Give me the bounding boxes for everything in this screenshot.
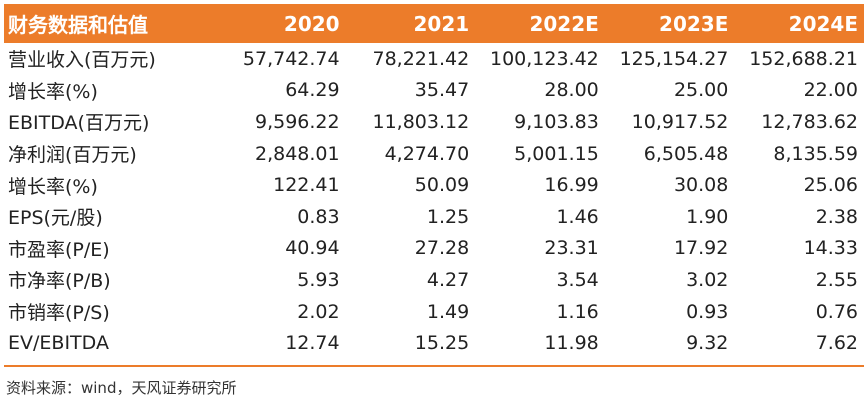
row-label: 市盈率(P/E)	[8, 238, 110, 261]
table-cell: 1.90	[686, 205, 729, 228]
table-cell: 0.83	[297, 205, 340, 228]
table-cell: 152,688.21	[749, 47, 858, 70]
table-row: EBITDA(百万元) 9,596.22 11,803.12 9,103.83 10,9…	[4, 106, 864, 138]
table-cell: 100,123.42	[489, 47, 599, 70]
table-cell: 11,803.12	[372, 110, 470, 133]
table-cell: 50.09	[414, 174, 470, 197]
table-cell: 2.38	[815, 205, 858, 228]
row-label: 市销率(P/S)	[8, 302, 110, 325]
table-cell: 25.00	[673, 79, 729, 102]
table-cell: 122.41	[273, 174, 340, 197]
table-cell: 1.16	[556, 300, 599, 323]
table-cell: 27.28	[414, 237, 470, 260]
table-cell: 2,848.01	[254, 142, 340, 165]
table-row: 市盈率(P/E) 40.94 27.28 23.31 17.92 14.33	[4, 233, 864, 265]
table-cell: 7.62	[815, 332, 858, 355]
row-label: 净利润(百万元)	[8, 144, 137, 167]
table-cell: 30.08	[673, 174, 729, 197]
table-cell: 23.31	[544, 237, 599, 260]
table-row: 增长率(%) 122.41 50.09 16.99 30.08 25.06	[4, 169, 864, 201]
table-header-row: 财务数据和估值 2020 2021 2022E 2023E 2024E	[4, 4, 864, 43]
table-cell: 9,596.22	[254, 110, 340, 133]
table-cell: 1.46	[556, 205, 599, 228]
table-cell: 5.93	[297, 268, 340, 291]
row-label: EPS(元/股)	[8, 207, 103, 230]
table-body: 营业收入(百万元) 57,742.74 78,221.42 100,123.42 125…	[4, 43, 864, 359]
bottom-rule	[4, 365, 864, 367]
table-cell: 0.93	[686, 300, 729, 323]
table-cell: 6,505.48	[643, 142, 729, 165]
table-cell: 64.29	[285, 79, 340, 102]
table-cell: 17.92	[673, 237, 729, 260]
table-cell: 35.47	[414, 79, 470, 102]
year-header-2024e: 2024E	[788, 11, 858, 36]
table-cell: 1.25	[426, 205, 470, 228]
table-cell: 14.33	[803, 237, 858, 260]
financial-valuation-table: 财务数据和估值 2020 2021 2022E 2023E 2024E 营业收入…	[4, 4, 864, 359]
table-cell: 28.00	[544, 79, 599, 102]
table-cell: 8,135.59	[773, 142, 858, 165]
table-cell: 25.06	[803, 174, 858, 197]
table-cell: 9,103.83	[514, 110, 599, 133]
table-cell: 4.27	[426, 268, 470, 291]
table-cell: 22.00	[803, 79, 858, 102]
row-label: EBITDA(百万元)	[8, 112, 150, 135]
table-cell: 78,221.42	[372, 47, 470, 70]
year-header-2023e: 2023E	[659, 11, 729, 36]
table-cell: 10,917.52	[631, 110, 729, 133]
year-header-2022e: 2022E	[529, 11, 599, 36]
year-header-2021: 2021	[413, 11, 470, 36]
table-cell: 4,274.70	[384, 142, 470, 165]
year-header-2020: 2020	[283, 11, 340, 36]
row-label: EV/EBITDA	[8, 332, 109, 355]
row-label: 增长率(%)	[8, 80, 98, 103]
row-label: 市净率(P/B)	[8, 270, 111, 293]
table-cell: 11.98	[544, 332, 599, 355]
row-label: 营业收入(百万元)	[8, 49, 156, 72]
table-cell: 0.76	[815, 300, 858, 323]
table-cell: 1.49	[426, 300, 470, 323]
table-cell: 12.74	[285, 332, 340, 355]
source-note: 资料来源：wind，天风证券研究所	[6, 379, 237, 397]
table-row: 净利润(百万元) 2,848.01 4,274.70 5,001.15 6,505.48…	[4, 138, 864, 170]
table-cell: 125,154.27	[619, 47, 729, 70]
table-row: 市销率(P/S) 2.02 1.49 1.16 0.93 0.76	[4, 296, 864, 328]
table-cell: 3.54	[556, 268, 599, 291]
table-cell: 16.99	[544, 174, 599, 197]
table-cell: 57,742.74	[242, 47, 340, 70]
row-label: 增长率(%)	[8, 175, 98, 198]
table-row: 增长率(%) 64.29 35.47 28.00 25.00 22.00	[4, 75, 864, 107]
table-cell: 9.32	[686, 332, 729, 355]
table-cell: 40.94	[285, 237, 340, 260]
table-row: EPS(元/股) 0.83 1.25 1.46 1.90 2.38	[4, 201, 864, 233]
header-label: 财务数据和估值	[8, 13, 148, 37]
financial-table-container: 财务数据和估值 2020 2021 2022E 2023E 2024E 营业收入…	[4, 4, 864, 359]
table-cell: 12,783.62	[761, 110, 858, 133]
table-cell: 3.02	[686, 268, 729, 291]
table-cell: 15.25	[414, 332, 470, 355]
table-cell: 5,001.15	[514, 142, 599, 165]
table-row: 营业收入(百万元) 57,742.74 78,221.42 100,123.42 125…	[4, 43, 864, 75]
table-row: 市净率(P/B) 5.93 4.27 3.54 3.02 2.55	[4, 264, 864, 296]
table-cell: 2.02	[297, 300, 340, 323]
table-row: EV/EBITDA 12.74 15.25 11.98 9.32 7.62	[4, 327, 864, 359]
table-cell: 2.55	[815, 268, 858, 291]
